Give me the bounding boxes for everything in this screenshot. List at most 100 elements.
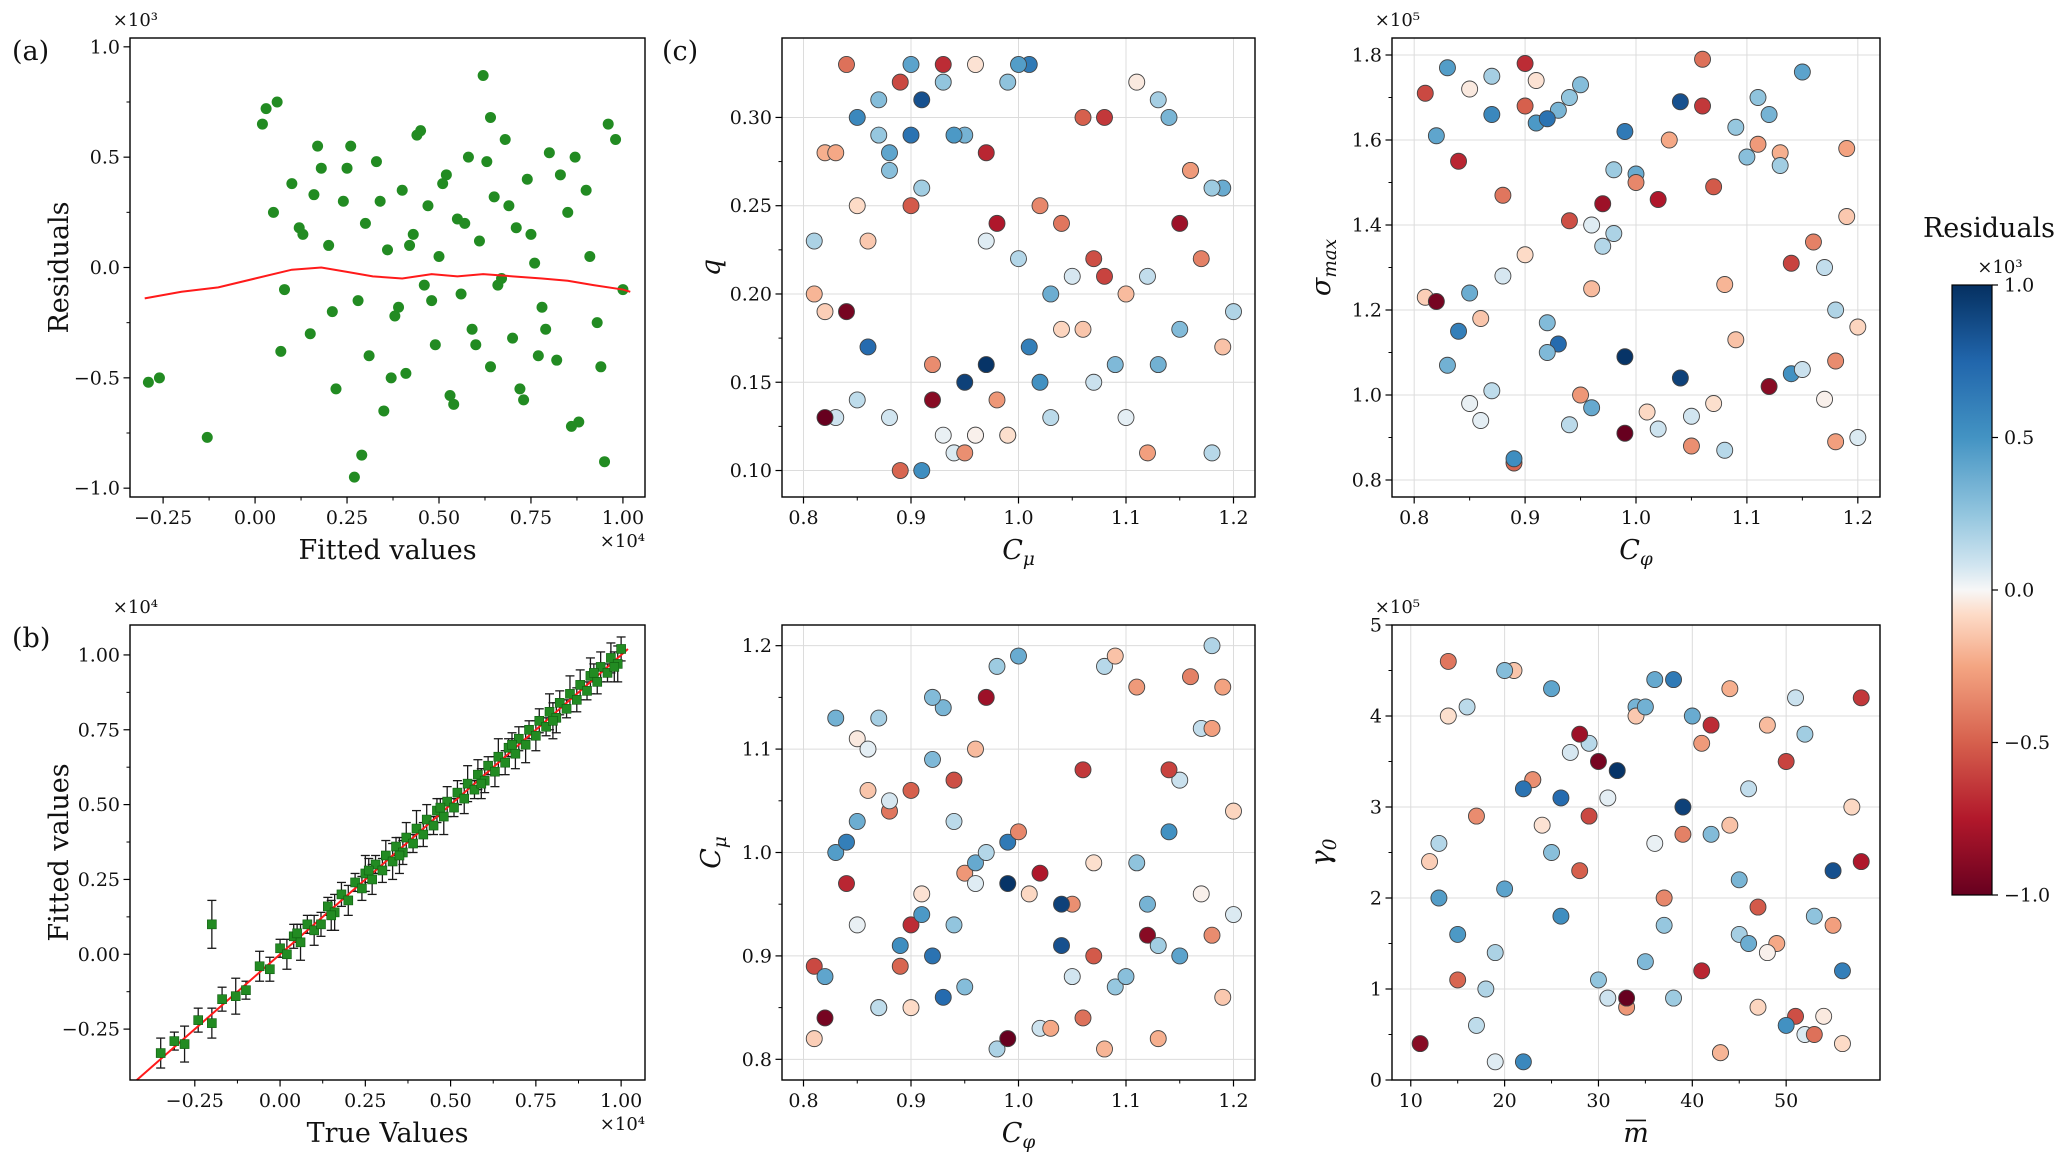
data-point: [1702, 716, 1720, 734]
data-point: [1638, 403, 1656, 421]
data-point: [520, 739, 531, 750]
data-point: [304, 328, 316, 340]
data-point: [1838, 208, 1856, 225]
data-point: [827, 844, 845, 861]
data-point: [1486, 1053, 1504, 1071]
data-point: [400, 367, 412, 379]
data-point: [881, 409, 898, 427]
data-point: [1777, 1016, 1795, 1034]
data-point: [924, 356, 941, 374]
data-point: [1149, 937, 1167, 955]
data-point: [1106, 978, 1124, 996]
colorbar-title: Residuals: [1923, 213, 2055, 244]
data-point: [348, 471, 360, 483]
data-point: [271, 96, 283, 108]
data-point: [1824, 916, 1842, 934]
data-point: [477, 70, 489, 82]
colorbar-tick-label: −0.5: [2004, 732, 2050, 754]
data-point: [902, 782, 920, 799]
data-point: [337, 195, 349, 207]
data-point: [459, 793, 470, 804]
data-point: [977, 356, 995, 374]
data-point: [1590, 753, 1607, 770]
data-point: [254, 961, 265, 972]
y-offset-text: ×10⁴: [113, 597, 158, 618]
x-tick-label: 10: [1399, 1090, 1423, 1112]
data-point: [514, 383, 526, 395]
data-point: [902, 999, 920, 1017]
y-offset-text: ×10⁵: [1375, 597, 1420, 618]
data-point: [1561, 416, 1578, 434]
data-point: [1660, 131, 1678, 149]
x-tick-label: 1.2: [1218, 1090, 1248, 1112]
data-point: [934, 73, 952, 91]
data-point: [1721, 680, 1739, 698]
data-point: [449, 802, 459, 813]
data-point: [1590, 971, 1607, 989]
colorbar-gradient: [1951, 284, 1993, 896]
data-point: [309, 925, 319, 936]
data-point: [510, 748, 521, 759]
data-point: [1449, 925, 1467, 943]
data-point: [1646, 834, 1664, 852]
y-tick-label: 0.75: [78, 719, 120, 741]
data-point: [1618, 989, 1636, 1007]
data-point: [891, 462, 909, 479]
chart-panel-c3: 0.8 0.9 1.0 1.1 1.2 0.8 0.9 1.0 1.1 1.2 Cφ Cμ: [696, 624, 1256, 1153]
data-point: [595, 361, 607, 373]
data-point: [1010, 56, 1027, 73]
data-point: [805, 1030, 823, 1048]
y-tick-label: 0.0: [90, 257, 120, 279]
data-point: [1182, 668, 1199, 686]
data-point: [1827, 301, 1845, 319]
y-tick-label: 0.25: [730, 195, 772, 217]
data-point: [1106, 356, 1124, 374]
data-point: [481, 156, 493, 168]
data-point: [1010, 823, 1027, 841]
data-point: [521, 173, 533, 185]
data-point: [1805, 233, 1822, 251]
data-point: [1665, 671, 1682, 689]
data-point: [518, 394, 530, 406]
y-tick-label: 2: [1370, 888, 1382, 910]
data-point: [1740, 780, 1758, 798]
data-point: [1727, 118, 1745, 136]
data-point: [1793, 63, 1811, 81]
data-point: [977, 688, 995, 706]
data-point: [387, 856, 398, 867]
data-point: [1074, 1009, 1092, 1027]
data-point: [230, 991, 241, 1001]
data-point: [569, 151, 581, 163]
data-point: [1849, 318, 1867, 336]
data-point: [1192, 250, 1210, 268]
data-point: [838, 303, 855, 321]
data-point: [1427, 293, 1445, 310]
data-point: [1203, 926, 1221, 944]
data-point: [1694, 97, 1711, 115]
data-point: [859, 338, 877, 356]
chart-panel-b: −0.25 0.00 0.25 0.50 0.75 1.00 −0.25 0.00 0.25 0.…: [12, 597, 646, 1149]
x-tick-label: 0.00: [259, 1090, 301, 1112]
data-point: [336, 889, 347, 900]
data-point: [902, 56, 920, 73]
x-tick-label: 0.25: [344, 1090, 386, 1112]
data-point: [1665, 989, 1682, 1007]
x-tick-label: 20: [1493, 1090, 1517, 1112]
x-tick-label: 0.25: [326, 507, 368, 529]
data-point: [1583, 399, 1601, 417]
data-point: [469, 784, 480, 795]
data-point: [1712, 1044, 1729, 1062]
y-tick-label: 0.25: [78, 869, 120, 891]
data-point: [370, 859, 381, 870]
data-point: [459, 217, 471, 229]
panel-letter: (c): [662, 36, 698, 67]
data-point: [1160, 108, 1178, 126]
data-point: [345, 140, 357, 152]
data-point: [357, 883, 367, 894]
data-point: [292, 928, 302, 939]
data-point: [488, 191, 500, 203]
data-point: [1705, 395, 1723, 412]
data-point: [485, 361, 496, 373]
svg-text:True Values: True Values: [307, 1118, 469, 1149]
